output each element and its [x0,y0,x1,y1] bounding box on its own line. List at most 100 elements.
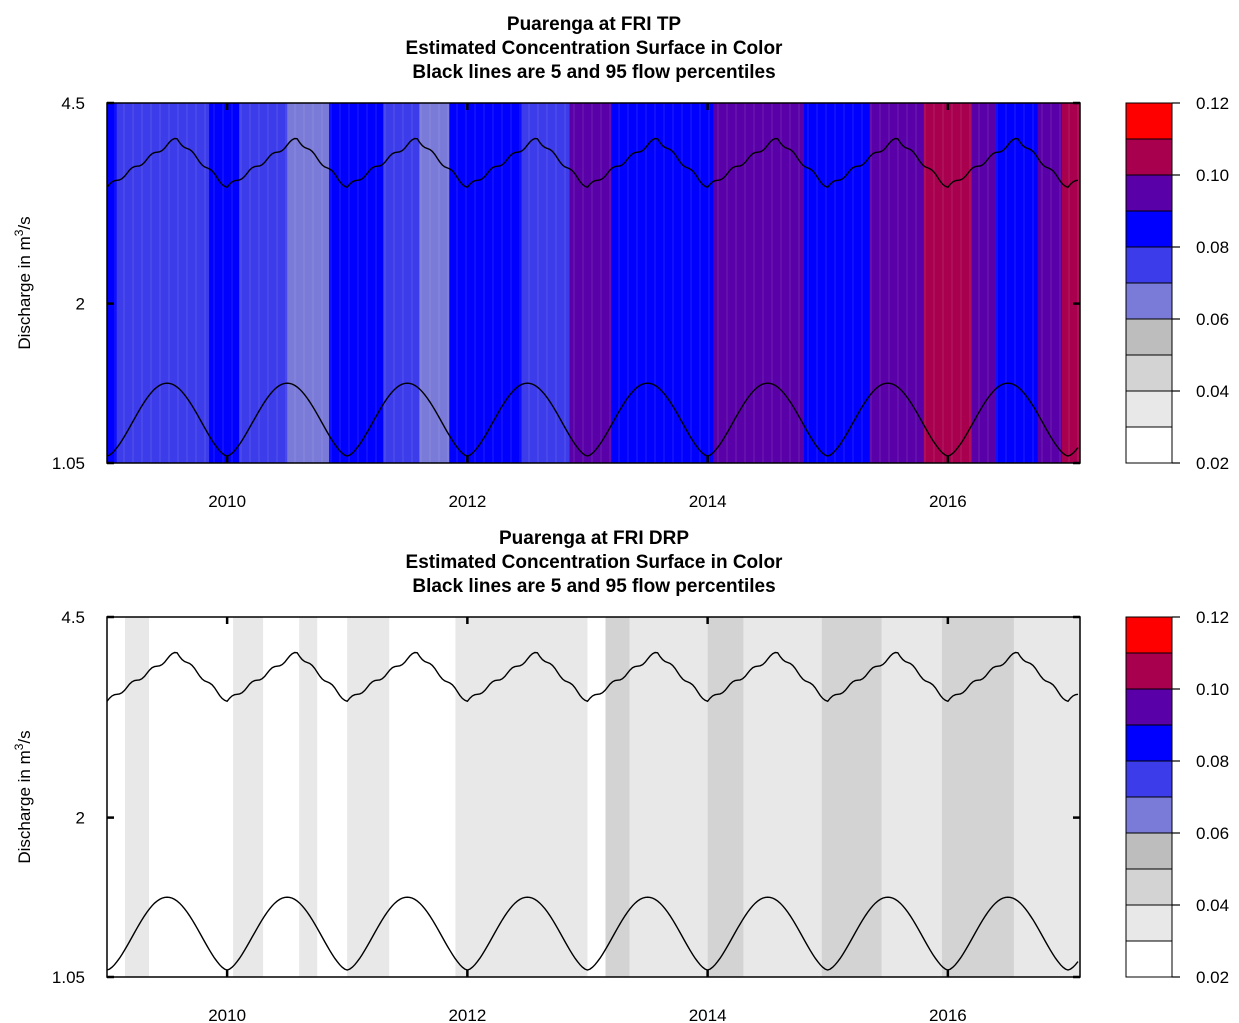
colorbar-swatch [1125,210,1173,248]
surface-band [743,617,822,977]
flow-percentile-lines [106,651,1079,971]
colorbar-label: 0.10 [1196,680,1229,699]
percentile-5-line [106,382,1079,457]
colorbar-label: 0.02 [1196,968,1229,987]
x-tick-label: 2010 [208,1006,246,1023]
y-axis: 4.5 2 1.05 [52,94,1080,473]
colorbar-swatch [1125,724,1173,762]
surface-band [881,617,942,977]
panel-title-line-1: Puarenga at FRI TP [507,14,682,35]
colorbar-swatch [1125,688,1173,726]
surface-band [605,617,630,977]
surface-band [923,103,972,463]
surface-band [971,103,996,463]
surface-layer [107,617,1080,977]
colorbar-label: 0.08 [1196,238,1229,257]
x-tick-label: 2016 [929,1006,967,1023]
percentile-5-line [106,896,1079,971]
panel-tp: Puarenga at FRI TP Estimated Concentrati… [12,14,1229,511]
surface-band [107,617,119,977]
surface-band [347,617,390,977]
surface-band [419,103,450,463]
surface-band [455,617,534,977]
colorbar-swatch [1125,282,1173,320]
surface-band [941,617,1014,977]
colorbar-label: 0.12 [1196,94,1229,113]
colorbar-label: 0.12 [1196,608,1229,627]
x-axis: 2010 2012 2014 2016 [208,617,967,1023]
surface-band [239,103,288,463]
colorbar-swatch [1125,390,1173,428]
surface-band [287,103,330,463]
surface-band [707,617,744,977]
colorbar-swatch [1125,832,1173,870]
colorbar-swatch [1125,354,1173,392]
x-tick-label: 2014 [689,1006,727,1023]
panel-title-line-2: Estimated Concentration Surface in Color [406,552,783,573]
panel-title-line-3: Black lines are 5 and 95 flow percentile… [412,62,775,83]
plot-frame [106,616,1081,978]
percentile-95-line [106,651,1079,703]
surface-band [116,103,210,463]
panel-title-line-3: Black lines are 5 and 95 flow percentile… [412,576,775,597]
y-axis: 4.5 2 1.05 [52,608,1080,987]
surface-band [869,103,924,463]
surface-band [569,103,612,463]
surface-band [995,103,1038,463]
colorbar-label: 0.06 [1196,310,1229,329]
surface-band [125,617,149,977]
surface-band [449,103,522,463]
surface-band [803,103,870,463]
colorbar-label: 0.10 [1196,166,1229,185]
y-axis-label: Discharge in m3/s [12,216,34,349]
plot-frame [106,102,1081,464]
colorbar-swatch [1125,426,1173,464]
panel-title-line-2: Estimated Concentration Surface in Color [406,38,783,59]
colorbar-swatch [1125,760,1173,798]
surface-band [1013,617,1080,977]
surface-band [233,617,264,977]
colorbar-label: 0.02 [1196,454,1229,473]
colorbar-label: 0.06 [1196,824,1229,843]
y-tick-label: 1.05 [52,968,85,987]
colorbar-swatch [1125,616,1173,654]
y-tick-label: 1.05 [52,454,85,473]
colorbar: 0.12 0.10 0.08 0.06 0.04 0.02 [1125,94,1229,473]
colorbar-swatch [1125,318,1173,356]
colorbar: 0.12 0.10 0.08 0.06 0.04 0.02 [1125,608,1229,987]
surface-band [1062,103,1080,463]
x-tick-label: 2014 [689,492,727,511]
colorbar-swatch [1125,940,1173,978]
y-tick-label: 2 [76,295,85,314]
flow-percentile-lines [106,137,1079,457]
surface-band [299,617,318,977]
surface-band [209,103,240,463]
surface-band [107,103,117,463]
colorbar-swatch [1125,652,1173,690]
y-tick-label: 4.5 [61,608,85,627]
surface-band [821,617,882,977]
x-tick-label: 2012 [448,492,486,511]
surface-band [383,103,420,463]
panel-title-line-1: Puarenga at FRI DRP [499,528,689,549]
x-axis: 2010 2012 2014 2016 [208,103,967,511]
y-tick-label: 4.5 [61,94,85,113]
x-tick-label: 2012 [448,1006,486,1023]
colorbar-label: 0.04 [1196,896,1229,915]
x-tick-label: 2016 [929,492,967,511]
panel-drp: Puarenga at FRI DRP Estimated Concentrat… [12,528,1229,1023]
x-tick-label: 2010 [208,492,246,511]
y-tick-label: 2 [76,809,85,828]
colorbar-label: 0.04 [1196,382,1229,401]
colorbar-swatch [1125,796,1173,834]
colorbar-swatch [1125,246,1173,284]
colorbar-swatch [1125,138,1173,176]
percentile-95-line [106,137,1079,189]
surface-layer [107,103,1080,463]
colorbar-swatch [1125,102,1173,140]
y-axis-label: Discharge in m3/s [12,730,34,863]
colorbar-swatch [1125,904,1173,942]
surface-band [611,103,714,463]
surface-band [713,103,804,463]
